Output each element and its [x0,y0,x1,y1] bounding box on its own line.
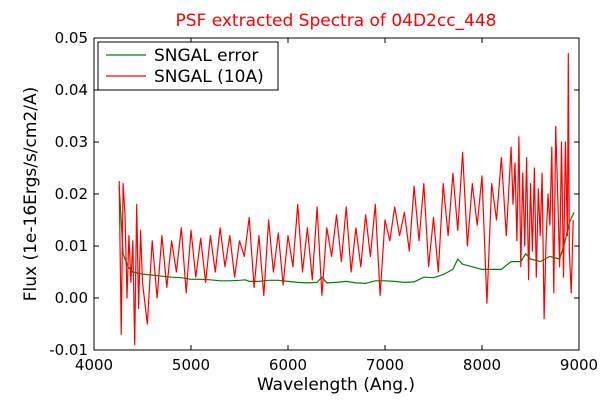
series-layer [118,52,575,346]
legend: SNGAL error SNGAL (10A) [97,41,279,91]
legend-label-sngal-10a: SNGAL (10A) [154,67,264,87]
y-tick-label: 0.04 [55,81,88,99]
x-tick-label: 7000 [366,356,404,374]
x-tick-label: 8000 [463,356,501,374]
y-tick-label: 0.01 [55,237,88,255]
legend-box [97,41,279,91]
series-line-sngal-error [118,186,575,284]
x-tick-label: 4000 [75,356,113,374]
plot-area: 4000 5000 6000 7000 8000 9000 -0.01 0.00 0.01 0.0… [49,29,598,374]
y-tick-label: 0.03 [55,133,88,151]
chart-title: PSF extracted Spectra of 04D2cc_448 [175,11,496,31]
series-line-sngal-10a [118,52,574,346]
x-tick-label: 5000 [172,356,210,374]
y-tick-label: 0.05 [55,29,88,47]
legend-label-sngal-error: SNGAL error [154,46,258,66]
y-tick-label: 0.00 [55,289,88,307]
y-tick-label: -0.01 [49,341,88,359]
y-axis-label: Flux (1e-16Ergs/s/cm2/A) [21,87,41,302]
ticks-layer: 4000 5000 6000 7000 8000 9000 -0.01 0.00 0.01 0.0… [49,29,598,374]
x-tick-label: 6000 [269,356,307,374]
x-axis-label: Wavelength (Ang.) [257,375,415,395]
y-tick-label: 0.02 [55,185,88,203]
x-tick-label: 9000 [560,356,598,374]
